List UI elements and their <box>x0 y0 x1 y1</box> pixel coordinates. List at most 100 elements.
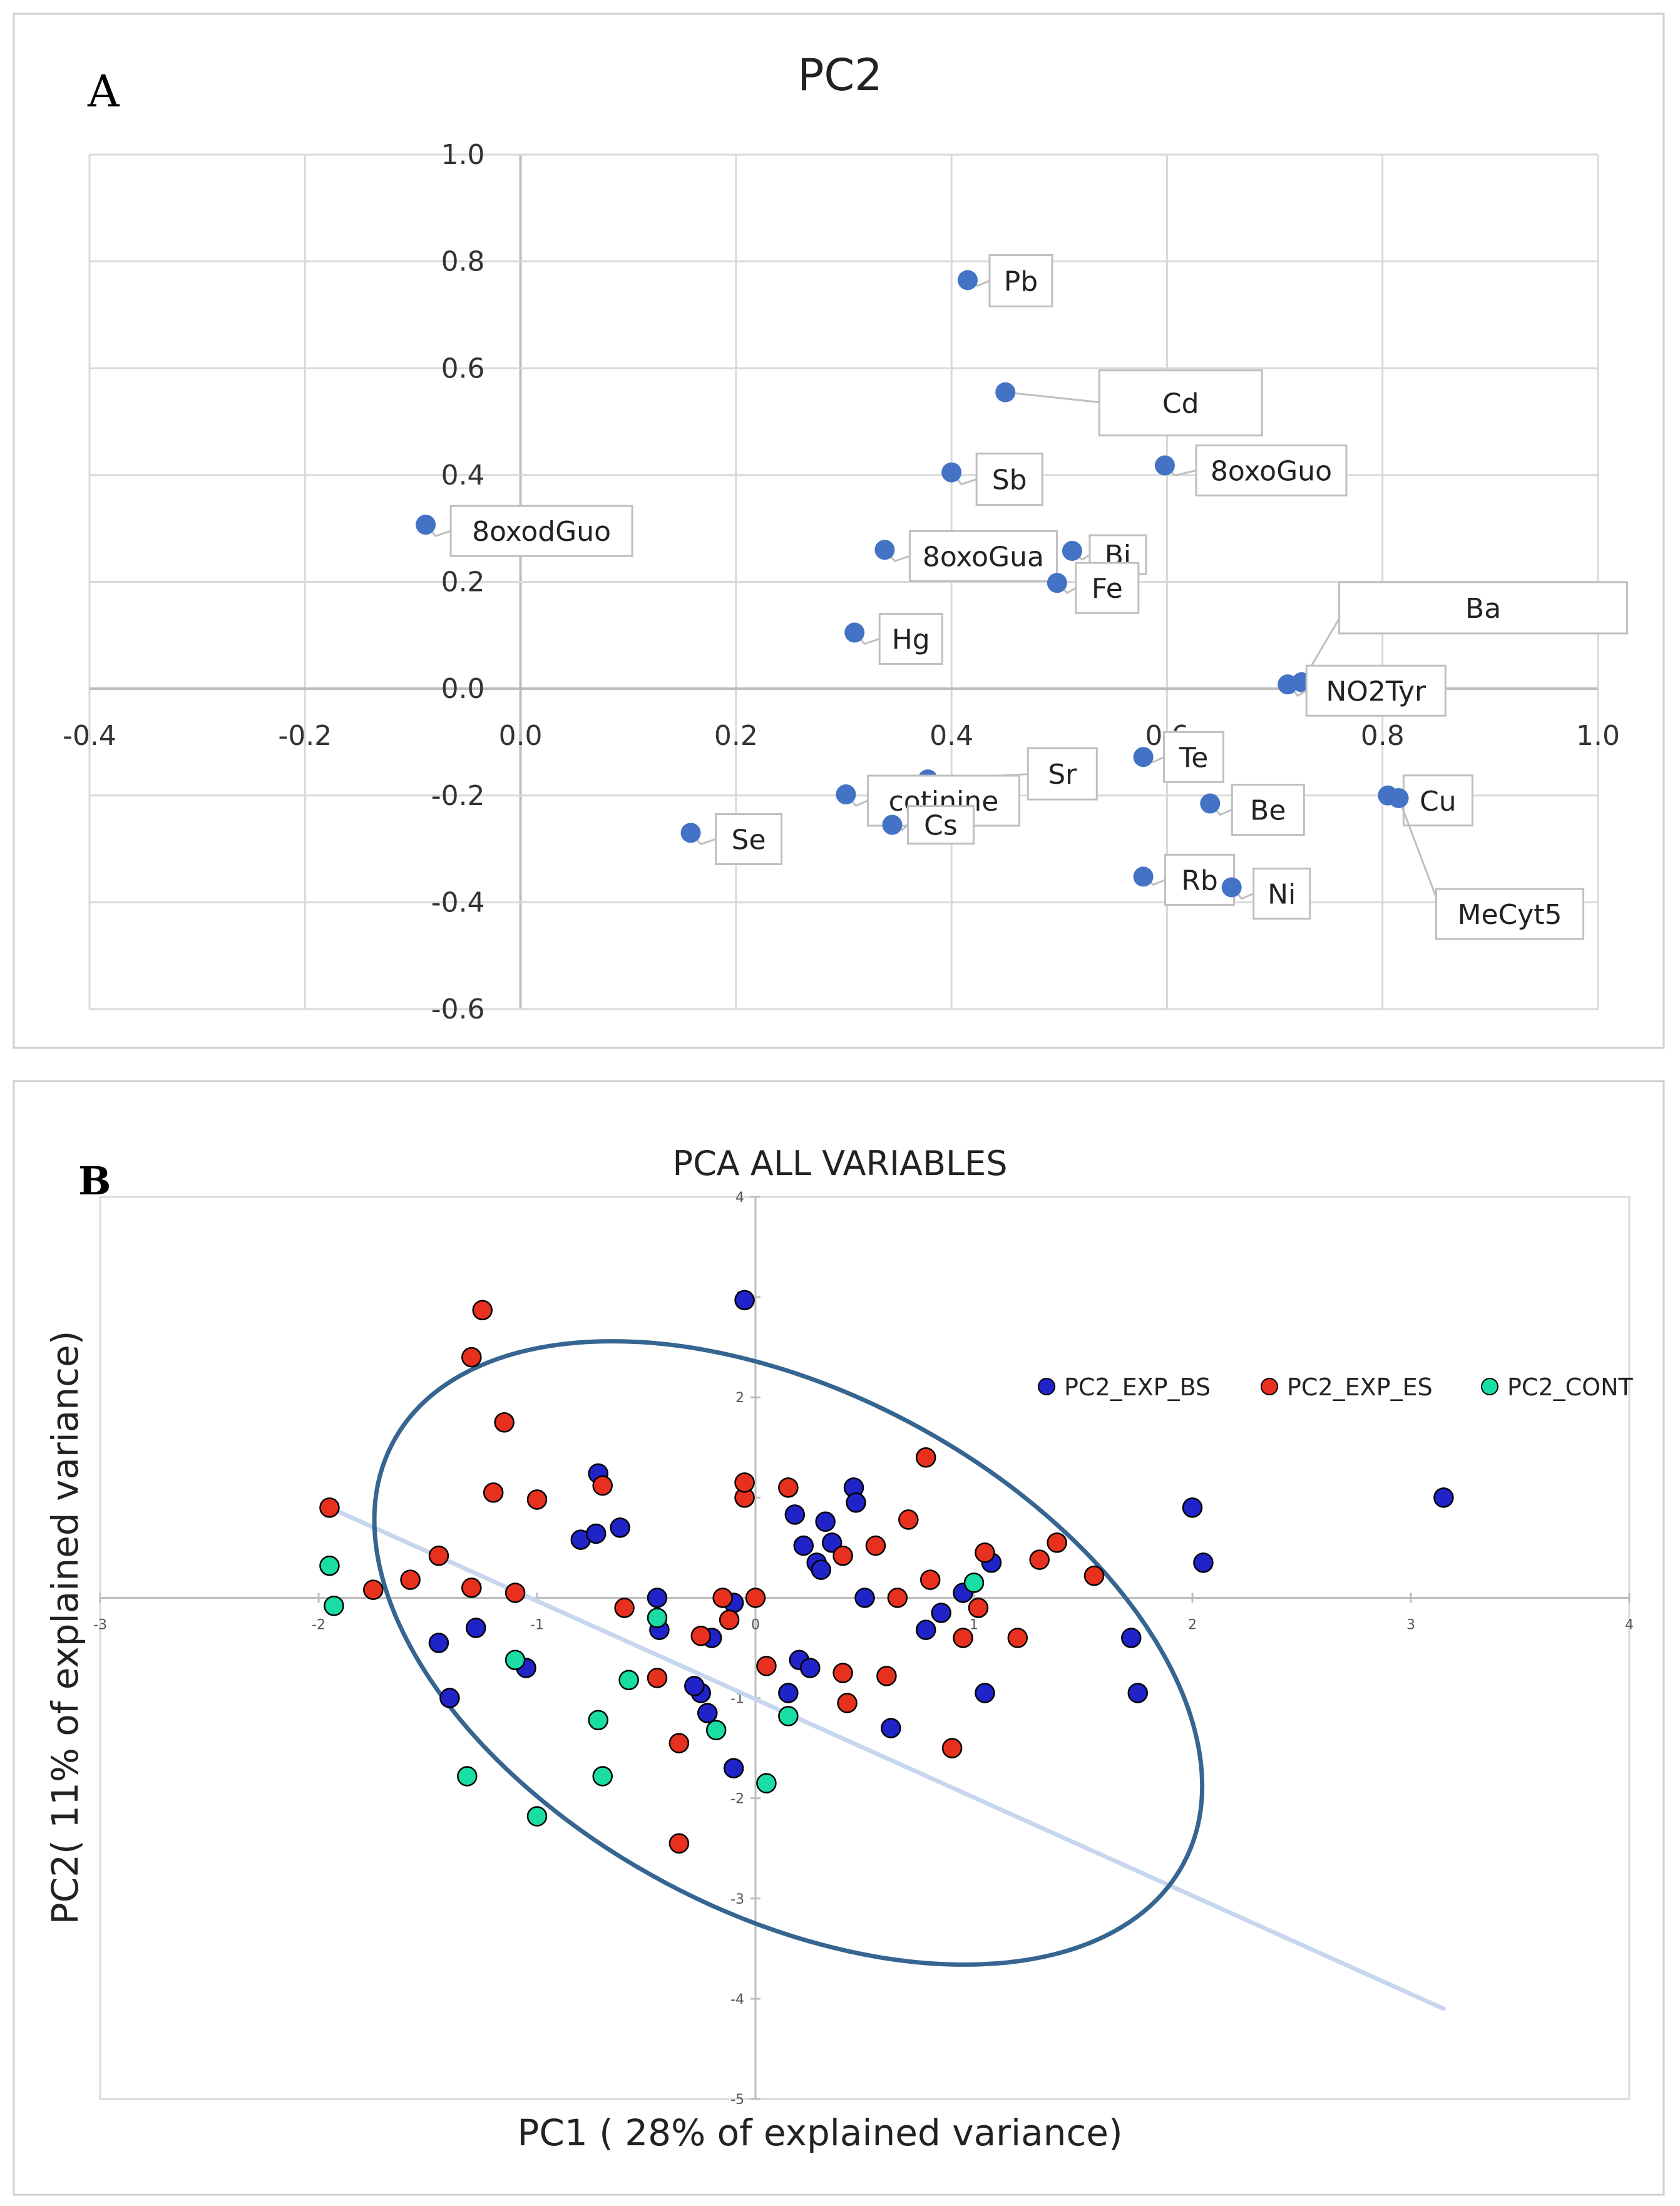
data-point-8oxoguo <box>1154 455 1175 476</box>
data-point-cs <box>882 814 903 835</box>
x-tick-label: 0.4 <box>930 720 973 752</box>
data-point-pc2-cont <box>505 1649 526 1670</box>
data-point-pc2-exp-es <box>1047 1532 1067 1553</box>
data-point-pc2-cont <box>457 1766 478 1787</box>
data-point-pc2-exp-es <box>865 1535 886 1556</box>
legend-label-exp-es: PC2_EXP_ES <box>1287 1373 1433 1401</box>
data-point-pc2-exp-bs <box>800 1658 821 1678</box>
data-point-cd <box>995 382 1016 403</box>
data-point-pc2-exp-es <box>505 1583 526 1603</box>
label-box-8oxoguo <box>1195 444 1348 497</box>
panel-a-title: PC2 <box>797 49 883 101</box>
label-box-ni <box>1252 867 1311 920</box>
data-point-pc2-exp-es <box>494 1412 515 1433</box>
data-point-pc2-exp-es <box>526 1489 548 1510</box>
data-point-pc2-exp-bs <box>466 1618 486 1638</box>
data-point-pc2-exp-es <box>592 1475 613 1496</box>
data-point-pc2-cont <box>756 1773 777 1793</box>
data-point-pc2-exp-es <box>941 1738 963 1758</box>
point-label-be: Be <box>1250 795 1286 827</box>
legend-marker-exp-bs <box>1038 1378 1055 1395</box>
data-point-pc2-exp-bs <box>723 1758 744 1778</box>
label-box-no2tyr <box>1305 664 1447 717</box>
data-point-pc2-exp-bs <box>585 1523 607 1544</box>
data-point-pc2-exp-bs <box>1121 1628 1142 1648</box>
panel-b-y-axis-title: PC2( 11% of explained variance) <box>44 1331 86 1925</box>
legend-label-cont: PC2_CONT <box>1507 1373 1633 1401</box>
data-point-pc2-exp-bs <box>881 1718 901 1738</box>
data-point-pc2-exp-es <box>461 1578 482 1598</box>
point-label-sb: Sb <box>992 464 1027 496</box>
label-box-ba <box>1338 581 1629 635</box>
data-point-pc2-cont <box>963 1572 985 1593</box>
y-tick-label: 0.6 <box>441 352 485 384</box>
legend-label-exp-bs: PC2_EXP_BS <box>1064 1373 1211 1401</box>
data-point-pc2-exp-bs <box>428 1633 449 1653</box>
data-point-pc2-exp-es <box>756 1656 777 1676</box>
data-point-pc2-exp-es <box>975 1542 995 1563</box>
x-tick-label: 2 <box>1188 1617 1197 1633</box>
data-point-pc2-exp-es <box>668 1833 690 1854</box>
data-point-pc2-exp-bs <box>778 1683 799 1703</box>
point-label-sr: Sr <box>1048 759 1077 791</box>
data-point-pc2-exp-es <box>363 1579 384 1600</box>
label-box-cd <box>1098 369 1263 437</box>
data-point-se <box>680 823 701 843</box>
y-tick-label: 4 <box>735 1190 744 1206</box>
y-tick-label: -0.6 <box>431 993 485 1025</box>
data-point-pc2-exp-bs <box>1433 1487 1454 1508</box>
y-tick-label: -1 <box>730 1691 744 1707</box>
data-point-pc2-cont <box>588 1710 608 1731</box>
data-point-pc2-exp-es <box>472 1300 493 1321</box>
y-tick-label: -4 <box>730 1992 744 2008</box>
label-box-fe <box>1075 562 1140 614</box>
data-point-sb <box>941 462 962 483</box>
label-box-hg <box>878 613 943 665</box>
x-tick-label: 0 <box>751 1617 760 1633</box>
panel-a-frame <box>13 13 1665 1049</box>
data-point-pc2-cont <box>526 1806 548 1827</box>
data-point-be <box>1200 793 1221 814</box>
data-point-pc2-exp-es <box>400 1569 421 1590</box>
x-tick-label: 0.2 <box>714 720 758 752</box>
point-label-no2tyr: NO2Tyr <box>1326 675 1426 707</box>
confidence-ellipse <box>372 1339 1205 1967</box>
data-point-bi <box>1062 541 1082 562</box>
data-point-pc2-exp-bs <box>697 1703 718 1723</box>
data-point-pc2-exp-bs <box>439 1688 460 1708</box>
point-label-cd: Cd <box>1162 388 1199 420</box>
data-point-pc2-exp-es <box>461 1347 482 1368</box>
data-point-pc2-exp-bs <box>821 1532 843 1553</box>
x-tick-label: 4 <box>1625 1617 1634 1633</box>
point-label-rb: Rb <box>1181 864 1218 896</box>
legend-marker-cont <box>1481 1378 1498 1395</box>
point-label-te: Te <box>1179 742 1208 774</box>
data-point-pc2-exp-bs <box>811 1559 831 1580</box>
data-point-pc2-cont <box>778 1706 799 1726</box>
x-tick-label: -3 <box>93 1617 107 1633</box>
data-point-pc2-cont <box>618 1670 639 1690</box>
data-point-pc2-exp-es <box>915 1447 936 1468</box>
x-tick-label: -2 <box>312 1617 325 1633</box>
data-point-fe <box>1047 573 1067 593</box>
x-tick-label: 3 <box>1406 1617 1415 1633</box>
label-box-sb <box>975 453 1043 506</box>
point-label-8oxoguo: 8oxoGuo <box>1211 456 1332 488</box>
data-point-pc2-exp-es <box>1007 1628 1028 1648</box>
label-box-8oxodguo <box>449 505 633 557</box>
data-point-pc2-exp-es <box>968 1598 989 1618</box>
data-point-pc2-exp-bs <box>793 1535 814 1556</box>
data-point-pc2-exp-bs <box>610 1517 630 1538</box>
x-tick-label: -1 <box>530 1617 544 1633</box>
data-point-pc2-exp-es <box>719 1609 740 1630</box>
x-tick-label: -0.4 <box>63 720 116 752</box>
data-point-pc2-cont <box>324 1596 344 1616</box>
data-point-pc2-exp-bs <box>815 1511 836 1532</box>
point-label-cs: Cs <box>924 810 958 842</box>
data-point-pc2-exp-bs <box>846 1492 866 1513</box>
data-point-cotinine <box>836 784 856 805</box>
data-point-pc2-exp-es <box>898 1509 919 1530</box>
point-label-cu: Cu <box>1420 786 1457 818</box>
label-box-mecyt5 <box>1435 888 1585 940</box>
